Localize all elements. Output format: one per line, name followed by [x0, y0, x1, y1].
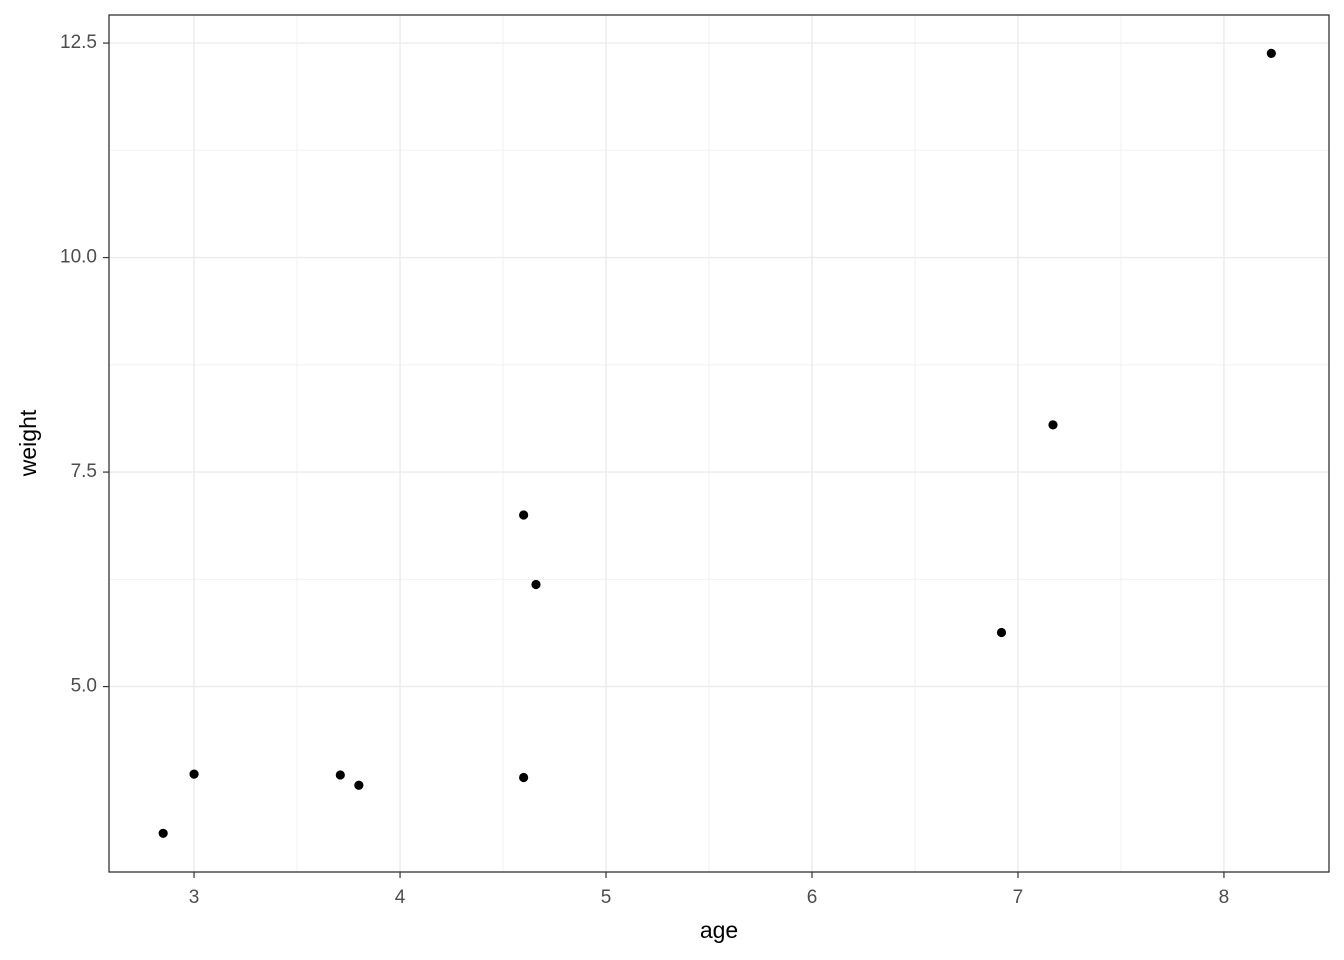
panel-border [108, 14, 1330, 873]
point [354, 780, 364, 790]
point [158, 828, 168, 838]
x-tick-label: 4 [395, 887, 406, 908]
x-tick-label: 6 [807, 887, 818, 908]
x-tick-label: 3 [189, 887, 200, 908]
grid [109, 15, 1329, 872]
points [158, 48, 1276, 838]
y-tick-label: 12.5 [60, 32, 97, 53]
point [519, 510, 529, 520]
point [996, 627, 1007, 638]
x-tick-label: 5 [601, 887, 612, 908]
point [1048, 420, 1058, 430]
point [189, 769, 199, 779]
y-tick-label: 5.0 [71, 676, 97, 697]
x-tick-label: 8 [1219, 887, 1230, 908]
y-tick-label: 10.0 [60, 247, 97, 268]
point [531, 579, 541, 590]
point [519, 772, 529, 783]
x-axis-title: age [700, 917, 738, 943]
y-axis-title: weight [15, 409, 41, 477]
x-tick-label: 7 [1013, 887, 1024, 908]
point [335, 770, 345, 780]
y-tick-label: 7.5 [71, 461, 97, 482]
point [1266, 48, 1276, 58]
